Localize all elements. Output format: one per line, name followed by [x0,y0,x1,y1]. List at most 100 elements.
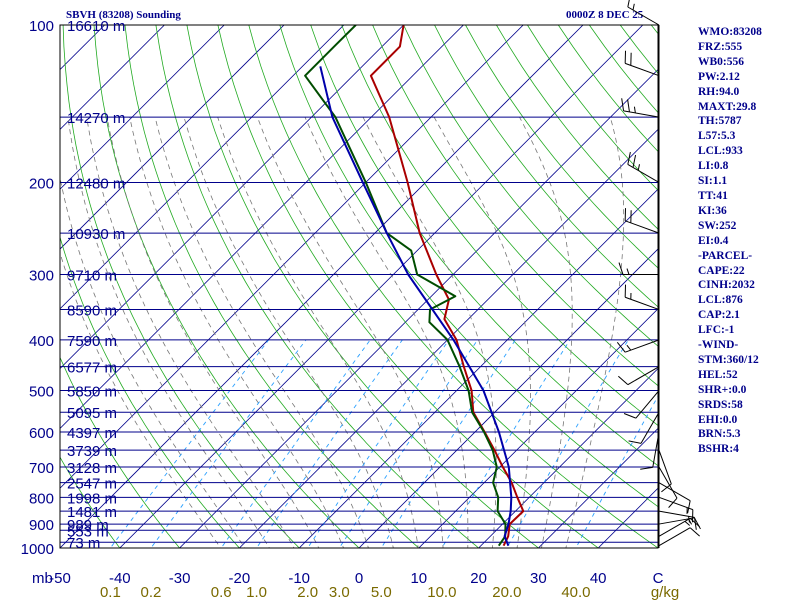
dry-adiabat-line [248,25,658,548]
wind-barb-flag [694,517,701,530]
isotherm-line [60,25,524,489]
dry-adiabat-line [60,547,61,548]
wind-barb [658,527,691,547]
index-item: SW:252 [698,219,737,232]
background-lines [0,25,658,559]
wind-barb [625,62,660,77]
dry-adiabat-line [186,25,540,548]
wind-barb-flag [627,151,631,165]
height-label: 73 m [67,535,100,552]
height-label: 5850 m [67,384,117,401]
pressure-tick-label: 1000 [21,541,54,558]
index-item: WMO:83208 [698,26,762,38]
wind-barb [627,164,660,183]
dry-adiabat-line [310,25,658,467]
index-item: -PARCEL- [698,249,753,262]
index-item: BSHR:4 [698,443,739,456]
wind-barbs [616,0,701,548]
isotherm-line [238,128,658,548]
mixing-ratio-label: 2.0 [297,584,318,600]
isotherm-line [119,25,644,548]
pressure-tick-label: 300 [29,268,54,285]
wind-barb [658,482,691,502]
dry-adiabat-line [62,25,300,548]
wind-barb-half-flag [632,3,635,11]
index-item: TH:5787 [698,115,742,128]
wind-barb [635,390,660,419]
pressure-tick-label: 700 [29,460,54,477]
dry-adiabat-line [60,456,121,548]
temperature-tick-label: -20 [229,570,251,587]
index-item: CAPE:22 [698,264,745,277]
mixing-ratio-line [338,339,478,548]
height-label: 1481 m [67,504,117,521]
dry-adiabat-line [341,25,658,427]
temperature-tick-label: 30 [530,570,547,587]
index-item: PW:2.12 [698,70,740,83]
wind-barb [652,431,660,468]
profile-lines [304,25,525,547]
height-label: 1998 m [67,490,117,507]
index-item: LFC:-1 [698,324,735,337]
isotherm-line [358,248,658,548]
index-item: BRN:5.3 [698,428,741,441]
temperature-tick-label: -10 [288,570,310,587]
index-item: MAXT:29.8 [698,100,757,113]
mixing-ratio-label: 20.0 [492,584,521,600]
isotherm-line [537,427,658,548]
height-label: 4397 m [67,425,117,442]
moist-adiabat-line [60,251,222,548]
wind-barb-flag [687,500,691,514]
height-label: 3128 m [67,460,117,477]
index-item: EI:0.4 [698,234,729,247]
temperature-tick-label: -50 [49,570,71,587]
mixing-ratio-label: 10.0 [427,584,456,600]
wind-barb [623,110,660,118]
index-item: KI:36 [698,204,727,217]
dry-adiabat-line [60,356,181,548]
wind-barb-flag [632,154,637,168]
wind-barb [658,510,695,518]
index-item: EHI:0.0 [698,413,738,426]
wind-barb-half-flag [684,520,691,526]
height-label: 9710 m [67,268,117,285]
mixing-ratio-line [150,339,307,548]
isotherm-line [60,25,584,548]
wind-barb-flag [689,527,700,537]
isotherm-line [60,25,464,429]
moist-adiabat-line [129,117,344,548]
moist-adiabat-line [106,117,320,548]
wind-barb-flag [693,517,697,530]
isotherm-line [60,25,165,130]
wind-barb-flag [627,0,630,8]
height-label: 2547 m [67,476,117,493]
index-item: SRDS:58 [698,398,743,411]
pressure-tick-label: 600 [29,425,54,442]
wind-barb [640,411,660,444]
mixing-ratio-line [441,339,571,548]
dry-adiabat-line [0,25,7,559]
height-label: 989 m [67,517,109,534]
wind-barb-flag [618,262,624,275]
temperature-profile [369,25,525,547]
wind-barb-half-flag [626,268,630,275]
dry-adiabat-line [279,25,658,508]
index-item: SHR+:0.0 [698,383,747,396]
dry-adiabat-line [434,25,658,308]
sounding-indices: WMO:83208 FRZ:555 WB0:556 PW:2.12 RH:94.0 MAX… [698,25,800,457]
mixing-ratio-label: 0.1 [100,584,121,600]
pressure-tick-label: 400 [29,333,54,350]
mixing-ratio-label: 5.0 [371,584,392,600]
index-item: HEL:52 [698,368,738,381]
index-item: FRZ:555 [698,40,743,53]
mixing-ratio-label: 3.0 [329,584,350,600]
mixing-ratio-line [575,395,658,548]
pressure-unit-label: mb [32,570,53,587]
wind-barb [658,449,672,485]
mixing-ratio-label: 0.6 [211,584,232,600]
dewpoint-profile [304,25,507,547]
height-label: 16610 m [67,18,125,35]
index-item: -WIND- [698,339,739,352]
wind-barb-half-flag [633,106,636,114]
